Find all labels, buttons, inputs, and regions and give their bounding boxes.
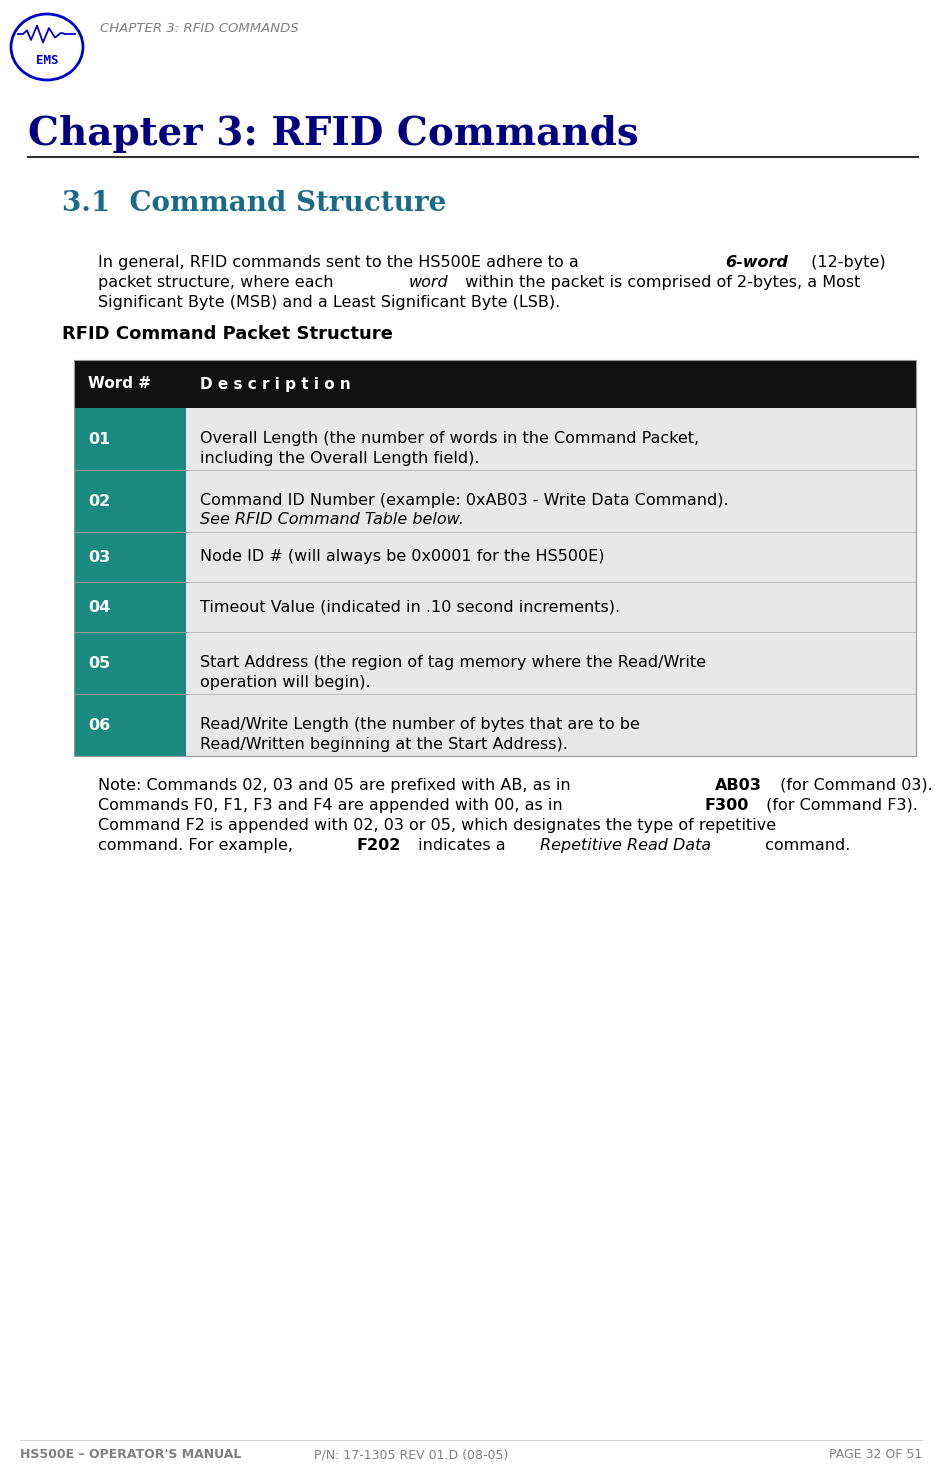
Text: 01: 01 <box>88 431 110 446</box>
Text: Timeout Value (indicated in .10 second increments).: Timeout Value (indicated in .10 second i… <box>200 600 620 615</box>
Text: Command ID Number (example: 0xAB03 - Write Data Command).: Command ID Number (example: 0xAB03 - Wri… <box>200 493 729 509</box>
Text: EMS: EMS <box>36 53 59 66</box>
Text: Note: Commands 02, 03 and 05 are prefixed with AB, as in: Note: Commands 02, 03 and 05 are prefixe… <box>98 778 576 794</box>
Bar <box>74 632 186 694</box>
Text: Word #: Word # <box>88 377 151 392</box>
Text: F202: F202 <box>356 838 400 852</box>
Text: command.: command. <box>761 838 851 852</box>
Bar <box>74 694 186 756</box>
Text: word: word <box>409 274 448 290</box>
Text: Command F2 is appended with 02, 03 or 05, which designates the type of repetitiv: Command F2 is appended with 02, 03 or 05… <box>98 819 776 833</box>
Bar <box>74 408 186 469</box>
Text: See RFID Command Table below.: See RFID Command Table below. <box>200 512 464 528</box>
Bar <box>186 469 916 533</box>
Text: HS500E – OPERATOR'S MANUAL: HS500E – OPERATOR'S MANUAL <box>20 1448 242 1461</box>
Text: Read/Written beginning at the Start Address).: Read/Written beginning at the Start Addr… <box>200 736 568 751</box>
Text: Node ID # (will always be 0x0001 for the HS500E): Node ID # (will always be 0x0001 for the… <box>200 550 604 565</box>
Text: (for Command F3).: (for Command F3). <box>762 798 919 813</box>
Text: 06: 06 <box>88 717 110 732</box>
Bar <box>186 533 916 582</box>
Text: including the Overall Length field).: including the Overall Length field). <box>200 450 480 465</box>
Text: 05: 05 <box>88 656 110 670</box>
Text: AB03: AB03 <box>715 778 761 794</box>
Text: (for Command 03).: (for Command 03). <box>775 778 933 794</box>
Text: 03: 03 <box>88 550 110 565</box>
Bar <box>74 359 916 756</box>
Text: 04: 04 <box>88 600 110 615</box>
Text: In general, RFID commands sent to the HS500E adhere to a: In general, RFID commands sent to the HS… <box>98 255 584 270</box>
Text: RFID Command Packet Structure: RFID Command Packet Structure <box>62 326 393 343</box>
Bar <box>186 694 916 756</box>
Text: 3.1  Command Structure: 3.1 Command Structure <box>62 191 447 217</box>
Bar <box>186 632 916 694</box>
Bar <box>74 359 916 408</box>
Bar <box>186 408 916 469</box>
Text: Significant Byte (MSB) and a Least Significant Byte (LSB).: Significant Byte (MSB) and a Least Signi… <box>98 295 560 310</box>
Text: F300: F300 <box>704 798 749 813</box>
Text: indicates a: indicates a <box>413 838 512 852</box>
Text: command. For example,: command. For example, <box>98 838 298 852</box>
Text: Overall Length (the number of words in the Command Packet,: Overall Length (the number of words in t… <box>200 431 700 446</box>
Text: 02: 02 <box>88 493 110 509</box>
Text: CHAPTER 3: RFID COMMANDS: CHAPTER 3: RFID COMMANDS <box>100 22 298 35</box>
Text: operation will begin).: operation will begin). <box>200 675 371 689</box>
Text: 6-word: 6-word <box>725 255 788 270</box>
Text: Start Address (the region of tag memory where the Read/Write: Start Address (the region of tag memory … <box>200 656 706 670</box>
Text: Repetitive Read Data: Repetitive Read Data <box>540 838 711 852</box>
Text: Read/Write Length (the number of bytes that are to be: Read/Write Length (the number of bytes t… <box>200 717 640 732</box>
Bar <box>74 469 186 533</box>
Text: PAGE 32 OF 51: PAGE 32 OF 51 <box>829 1448 922 1461</box>
Bar <box>74 582 186 632</box>
Text: (12-byte): (12-byte) <box>806 255 885 270</box>
Text: D e s c r i p t i o n: D e s c r i p t i o n <box>200 377 351 392</box>
Text: within the packet is comprised of 2-bytes, a Most: within the packet is comprised of 2-byte… <box>460 274 860 290</box>
Text: P/N: 17-1305 REV 01.D (08-05): P/N: 17-1305 REV 01.D (08-05) <box>306 1448 508 1461</box>
Bar <box>186 582 916 632</box>
Text: Commands F0, F1, F3 and F4 are appended with 00, as in: Commands F0, F1, F3 and F4 are appended … <box>98 798 567 813</box>
Bar <box>74 533 186 582</box>
Text: packet structure, where each: packet structure, where each <box>98 274 339 290</box>
Text: Chapter 3: RFID Commands: Chapter 3: RFID Commands <box>28 114 639 153</box>
